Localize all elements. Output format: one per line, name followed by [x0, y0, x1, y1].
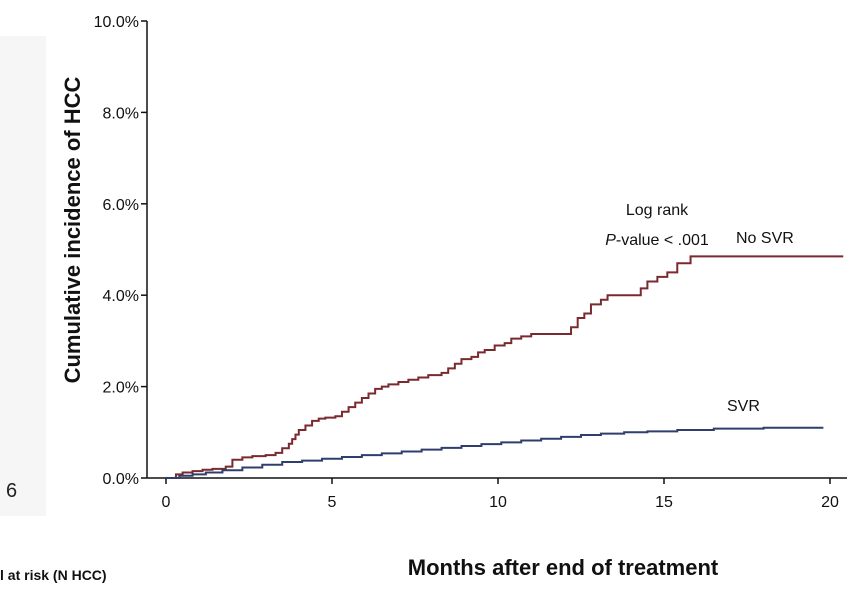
- legend-svr: SVR: [727, 398, 760, 415]
- log-rank-annotation: Log rank: [626, 202, 689, 219]
- series-line-no-svr: [166, 255, 844, 479]
- x-axis-title: Months after end of treatment: [408, 555, 719, 580]
- x-tick-label: 20: [821, 494, 839, 511]
- p-symbol: P: [605, 232, 616, 249]
- x-tick-label: 0: [162, 494, 171, 511]
- risk-table-label: l at risk (N HCC): [0, 567, 107, 583]
- y-tick-label: 0.0%: [103, 471, 139, 488]
- y-tick-label: 4.0%: [103, 288, 139, 305]
- p-value-annotation: P-value < .001: [605, 232, 709, 249]
- x-tick-label: 5: [328, 494, 337, 511]
- left-cropped-panel: [0, 36, 46, 516]
- x-tick-label: 10: [489, 494, 507, 511]
- series-line-svr: [166, 426, 824, 479]
- legend-no-svr: No SVR: [736, 230, 794, 247]
- y-tick-label: 6.0%: [103, 197, 139, 214]
- y-tick-label: 10.0%: [94, 14, 139, 31]
- y-tick-label: 2.0%: [103, 380, 139, 397]
- left-edge-fragment: 6: [6, 480, 18, 502]
- p-value-text: -value < .001: [616, 232, 709, 249]
- x-tick-label: 15: [655, 494, 673, 511]
- y-axis-title: Cumulative incidence of HCC: [60, 76, 85, 383]
- chart-axes: [146, 21, 847, 479]
- y-tick-label: 8.0%: [103, 105, 139, 122]
